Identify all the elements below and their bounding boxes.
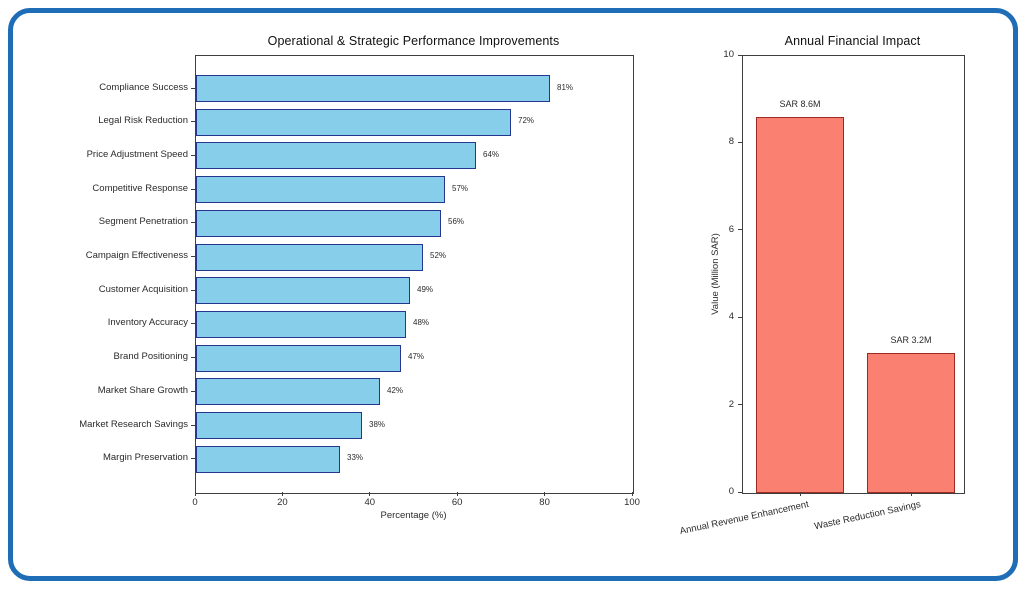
bar-value-label: 47% <box>408 352 425 362</box>
y-axis-tick <box>191 357 195 359</box>
bar-value-label: 52% <box>430 251 447 260</box>
category-label: Market Research Savings <box>79 418 188 430</box>
category-label: Inventory Accuracy <box>107 317 188 329</box>
category-label: Brand Positioning <box>113 351 188 363</box>
v-bar <box>867 353 955 493</box>
h-bar <box>196 209 441 237</box>
y-axis-tick <box>191 390 195 392</box>
left-chart-xaxis-label: Percentage (%) <box>380 510 447 521</box>
x-tick-label: 20 <box>277 497 288 508</box>
y-axis-tick <box>191 289 195 291</box>
x-tick-label: 0 <box>192 497 198 508</box>
x-category-label: Waste Reduction Savings <box>812 499 922 533</box>
x-tick-label: 60 <box>451 497 463 508</box>
bar-value-label: 64% <box>483 149 500 159</box>
category-label: Compliance Success <box>99 81 188 93</box>
h-bar <box>196 142 476 170</box>
bar-value-label: SAR 3.2M <box>890 335 932 345</box>
bar-value-label: 48% <box>413 318 430 328</box>
bar-value-label: 33% <box>347 453 364 463</box>
bar-value-label: SAR 8.6M <box>779 99 821 109</box>
y-axis-tick <box>191 424 195 426</box>
y-axis-tick <box>738 404 742 406</box>
y-tick-label: 8 <box>728 136 734 148</box>
x-tick-label: 40 <box>364 497 376 508</box>
h-bar <box>196 243 423 271</box>
x-axis-tick <box>544 492 546 496</box>
bar-value-label: 38% <box>369 419 386 429</box>
left-chart-title: Operational & Strategic Performance Impr… <box>267 34 560 48</box>
x-tick-label: 100 <box>624 497 640 508</box>
x-axis-tick <box>369 492 371 496</box>
x-axis-tick <box>631 492 633 496</box>
x-axis-tick <box>799 492 801 496</box>
x-axis-tick <box>194 492 196 496</box>
h-bar <box>196 277 410 305</box>
right-chart-title: Annual Financial Impact <box>784 34 921 48</box>
bar-value-label: 42% <box>387 385 404 395</box>
category-label: Margin Preservation <box>102 452 188 464</box>
y-axis-tick <box>738 141 742 143</box>
bar-value-label: 56% <box>448 217 465 227</box>
category-label: Price Adjustment Speed <box>86 148 188 160</box>
bar-value-label: 81% <box>557 82 574 92</box>
category-label: Competitive Response <box>92 182 188 194</box>
y-axis-tick <box>738 491 742 493</box>
h-bar <box>196 75 550 102</box>
y-axis-tick <box>738 54 742 56</box>
category-label: Customer Acquisition <box>98 283 188 295</box>
v-bar <box>756 117 844 493</box>
y-axis-tick <box>191 222 195 224</box>
bar-value-label: 57% <box>452 183 469 193</box>
h-bar <box>196 176 445 204</box>
bar-value-label: 49% <box>417 284 434 294</box>
category-label: Campaign Effectiveness <box>85 250 188 261</box>
x-axis-tick <box>281 492 283 496</box>
bar-value-label: 72% <box>518 116 535 126</box>
y-axis-tick <box>191 87 195 89</box>
y-axis-tick <box>191 256 195 257</box>
right-chart-plot-area <box>742 55 965 494</box>
h-bar <box>196 412 362 439</box>
x-axis-tick <box>910 492 912 496</box>
y-axis-tick <box>738 316 742 318</box>
h-bar <box>196 344 401 372</box>
h-bar <box>196 445 340 473</box>
y-axis-tick <box>191 458 195 460</box>
y-tick-label: 2 <box>728 398 734 410</box>
category-label: Segment Penetration <box>98 216 188 228</box>
category-label: Legal Risk Reduction <box>98 115 188 127</box>
left-chart-plot-area <box>195 55 634 494</box>
category-label: Market Share Growth <box>97 384 188 396</box>
y-tick-label: 6 <box>728 223 734 235</box>
y-tick-label: 4 <box>728 311 734 323</box>
h-bar <box>196 108 511 136</box>
x-category-label: Annual Revenue Enhancement <box>679 499 811 538</box>
y-tick-label: 10 <box>723 49 734 60</box>
h-bar <box>196 310 406 338</box>
x-axis-tick <box>456 492 458 496</box>
y-tick-label: 0 <box>728 486 734 497</box>
y-axis-tick <box>191 323 195 325</box>
y-axis-tick <box>738 229 742 231</box>
x-tick-label: 80 <box>539 497 550 508</box>
y-axis-tick <box>191 188 195 190</box>
h-bar <box>196 378 380 406</box>
y-axis-tick <box>191 121 195 123</box>
y-axis-tick <box>191 154 195 156</box>
